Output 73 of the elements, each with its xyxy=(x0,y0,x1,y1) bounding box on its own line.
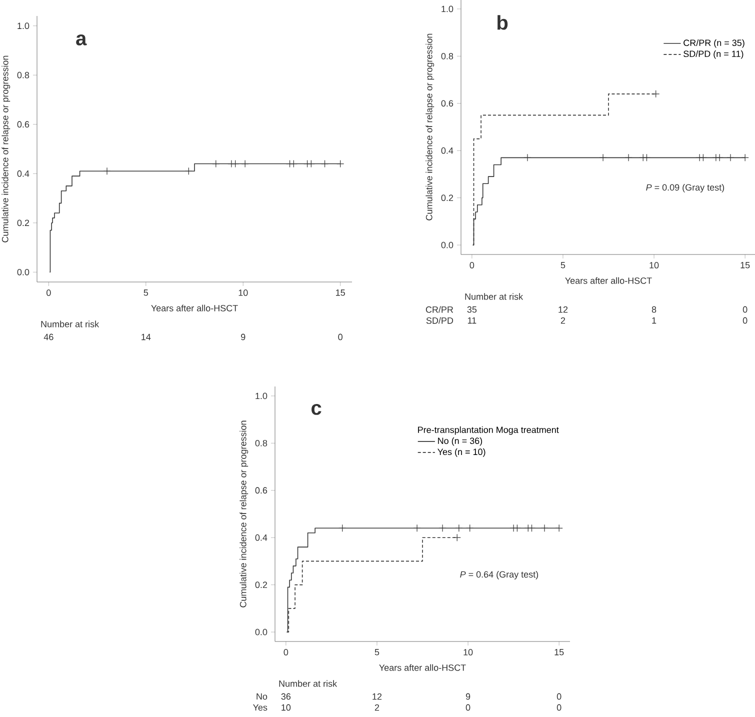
y-tick-label: 0.0 xyxy=(441,242,454,248)
x-tick-label: 5 xyxy=(560,262,566,268)
x-tick-label: 10 xyxy=(238,290,248,296)
y-tick-label: 0.6 xyxy=(255,487,268,494)
y-tick-label: 1.0 xyxy=(256,392,268,400)
legend-title: Pre-transplantation Moga treatment xyxy=(418,426,559,435)
x-axis-title: Years after allo-HSCT xyxy=(151,304,238,312)
text: 0 xyxy=(556,704,562,711)
legend-label: SD/PD (n = 11) xyxy=(684,50,744,59)
text: 12 xyxy=(558,306,568,313)
y-tick-label: 0.2 xyxy=(441,194,454,202)
y-tick-label: 1.0 xyxy=(442,6,454,12)
y-axis-title: Cumulative incidence of relapse or progression xyxy=(2,56,10,242)
text: 12 xyxy=(372,693,382,700)
text: 9 xyxy=(466,693,470,700)
y-axis-title: Cumulative incidence of relapse or progression xyxy=(240,420,248,608)
annotation: P = 0.09 (Gray test) xyxy=(646,184,724,192)
text: No xyxy=(256,693,268,700)
y-tick-label: 0.6 xyxy=(441,100,454,107)
y-tick-label: 0.0 xyxy=(17,268,30,276)
text: 0 xyxy=(742,317,748,324)
text: 0 xyxy=(466,704,470,711)
text: a xyxy=(76,34,87,46)
text: 1 xyxy=(652,317,656,324)
x-tick-label: 10 xyxy=(464,649,473,656)
text: 14 xyxy=(142,334,151,340)
text: 10 xyxy=(282,704,291,711)
y-tick-label: 0.8 xyxy=(255,440,268,446)
text: b xyxy=(498,15,508,30)
text: 0 xyxy=(742,306,748,313)
text: 2 xyxy=(560,317,566,324)
y-tick-label: 1.0 xyxy=(18,22,30,30)
text: Number at risk xyxy=(41,320,100,328)
text: 35 xyxy=(467,306,477,313)
x-tick-label: 0 xyxy=(284,649,288,656)
y-tick-label: 0.6 xyxy=(17,121,30,128)
legend-label: Yes (n = 10) xyxy=(438,448,486,457)
y-tick-label: 0.2 xyxy=(17,220,30,226)
x-tick-label: 15 xyxy=(740,262,750,268)
text: c xyxy=(312,404,322,415)
text: 8 xyxy=(652,306,656,313)
text: Yes xyxy=(252,704,268,711)
y-tick-label: 0.8 xyxy=(441,52,454,60)
x-tick-label: 15 xyxy=(554,649,564,656)
y-tick-label: 0.4 xyxy=(17,170,30,177)
text: 36 xyxy=(281,693,291,700)
x-axis-title: Years after allo-HSCT xyxy=(379,664,466,671)
text: 0 xyxy=(556,693,562,700)
y-tick-label: 0.8 xyxy=(17,72,30,78)
x-tick-label: 5 xyxy=(374,649,380,656)
legend-label: No (n = 36) xyxy=(438,437,482,446)
x-tick-label: 10 xyxy=(650,262,659,268)
x-tick-label: 0 xyxy=(46,290,51,296)
text: 0 xyxy=(338,334,342,340)
text: SD/PD xyxy=(426,317,454,324)
x-tick-label: 5 xyxy=(144,290,148,296)
y-tick-label: 0.4 xyxy=(441,147,454,154)
text: 46 xyxy=(44,334,54,340)
y-axis-title: Cumulative incidence of relapse or progression xyxy=(426,34,434,220)
text: Number at risk xyxy=(465,293,524,300)
x-tick-label: 15 xyxy=(336,290,345,296)
x-tick-label: 0 xyxy=(470,262,474,268)
legend-label: CR/PR (n = 35) xyxy=(684,39,744,48)
text: 11 xyxy=(468,317,476,324)
y-tick-label: 0.4 xyxy=(255,534,268,541)
y-tick-label: 0.2 xyxy=(255,582,268,588)
x-axis-title: Years after allo-HSCT xyxy=(565,277,652,284)
text: Number at risk xyxy=(279,680,338,687)
text: CR/PR xyxy=(426,306,454,313)
text: 9 xyxy=(241,334,246,340)
text: 2 xyxy=(374,704,380,711)
y-tick-label: 0.0 xyxy=(255,628,268,636)
annotation: P = 0.64 (Gray test) xyxy=(460,570,538,580)
